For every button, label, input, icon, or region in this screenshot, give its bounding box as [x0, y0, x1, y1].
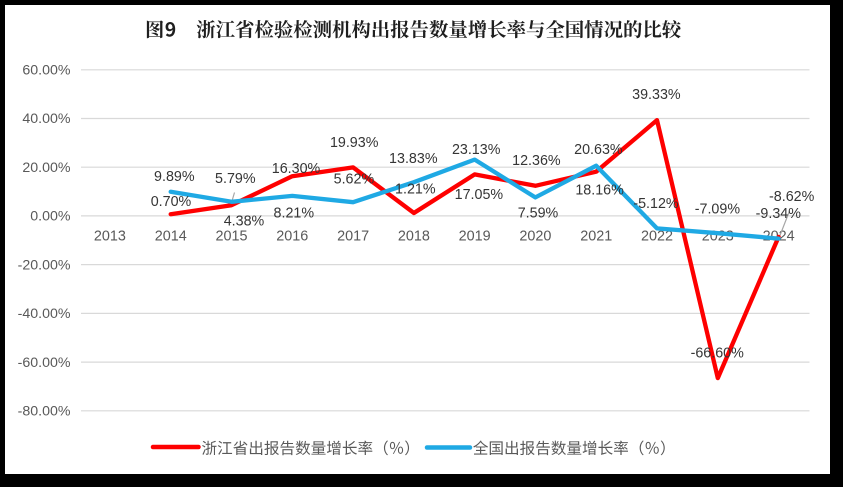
svg-text:18.16%: 18.16% [575, 182, 624, 198]
svg-text:40.00%: 40.00% [22, 111, 71, 127]
svg-text:13.83%: 13.83% [389, 151, 438, 167]
svg-text:-20.00%: -20.00% [18, 257, 71, 273]
svg-text:-7.09%: -7.09% [695, 202, 741, 218]
svg-text:2019: 2019 [459, 229, 491, 245]
svg-text:23.13%: 23.13% [452, 142, 501, 158]
svg-text:-5.12%: -5.12% [633, 196, 679, 212]
svg-text:16.30%: 16.30% [272, 161, 321, 177]
svg-text:2015: 2015 [215, 229, 247, 245]
svg-text:-66.60%: -66.60% [691, 346, 745, 362]
svg-text:60.00%: 60.00% [22, 63, 71, 79]
svg-text:-40.00%: -40.00% [18, 306, 71, 322]
svg-text:5.62%: 5.62% [334, 172, 375, 188]
svg-text:2018: 2018 [398, 229, 430, 245]
svg-text:20.63%: 20.63% [574, 142, 623, 158]
svg-text:-8.62%: -8.62% [769, 189, 815, 205]
svg-text:20.00%: 20.00% [22, 160, 71, 176]
svg-text:19.93%: 19.93% [330, 135, 379, 151]
svg-text:12.36%: 12.36% [512, 153, 561, 169]
svg-text:2013: 2013 [94, 229, 126, 245]
svg-text:-9.34%: -9.34% [756, 206, 802, 222]
svg-text:2020: 2020 [519, 229, 551, 245]
svg-text:7.59%: 7.59% [518, 205, 559, 221]
svg-text:2022: 2022 [641, 229, 673, 245]
svg-text:-60.00%: -60.00% [18, 355, 71, 371]
svg-text:2021: 2021 [580, 229, 612, 245]
svg-text:-80.00%: -80.00% [18, 404, 71, 420]
svg-text:8.21%: 8.21% [274, 206, 315, 222]
svg-text:0.00%: 0.00% [30, 209, 71, 225]
svg-text:39.33%: 39.33% [632, 87, 681, 103]
svg-text:9.89%: 9.89% [154, 169, 195, 185]
svg-text:17.05%: 17.05% [455, 187, 504, 203]
svg-text:2016: 2016 [276, 229, 308, 245]
svg-text:2017: 2017 [337, 229, 369, 245]
svg-text:5.79%: 5.79% [215, 171, 256, 187]
svg-text:4.38%: 4.38% [224, 214, 265, 230]
svg-text:1.21%: 1.21% [395, 181, 436, 197]
svg-text:2014: 2014 [155, 229, 187, 245]
svg-text:0.70%: 0.70% [151, 194, 192, 210]
